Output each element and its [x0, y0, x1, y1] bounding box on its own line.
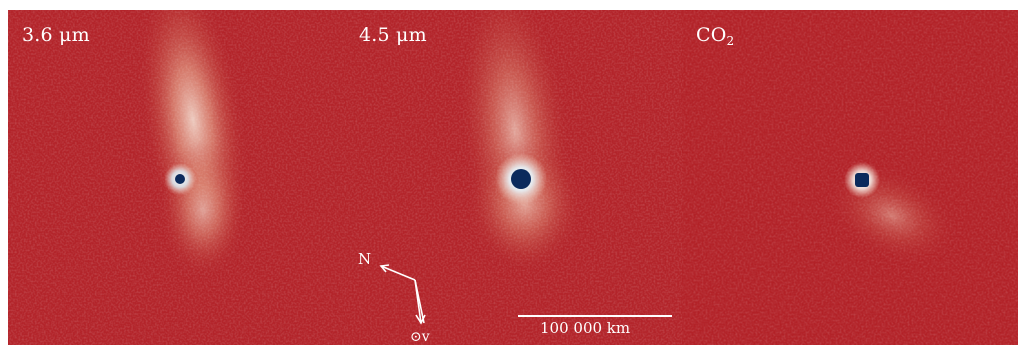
panel-co2: CO2 [682, 10, 1018, 345]
panel-3-6-micron: 3.6 μm [8, 10, 345, 345]
comet-nucleus [175, 174, 185, 184]
panel-label-4-5: 4.5 μm [359, 24, 427, 46]
comet-nucleus [855, 173, 869, 187]
label-co: CO [696, 24, 727, 46]
comet-nucleus [511, 169, 531, 189]
panel-4-5-image [345, 10, 682, 345]
panel-label-co2: CO2 [696, 24, 734, 48]
panel-label-3-6: 3.6 μm [22, 24, 90, 46]
label-subscript: 2 [726, 34, 735, 48]
panel-3-6-image [8, 10, 345, 345]
comet-image-figure: 3.6 μm [8, 10, 1018, 345]
panel-4-5-micron: 4.5 μm [345, 10, 682, 345]
panel-co2-image [682, 10, 1018, 345]
